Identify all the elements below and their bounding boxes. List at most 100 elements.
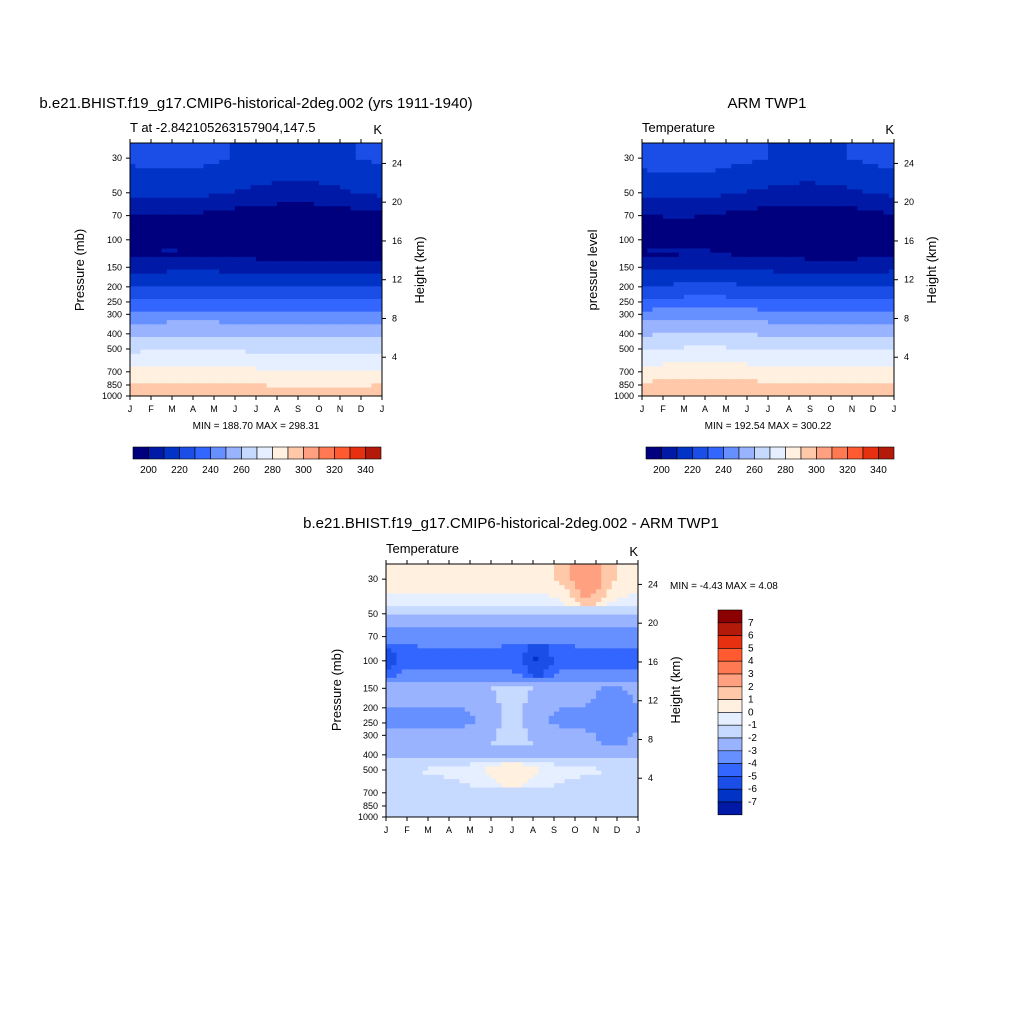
contour-cell (846, 172, 853, 178)
contour-cell (355, 244, 362, 250)
contour-cell (846, 143, 853, 148)
contour-cell (804, 294, 811, 300)
contour-cell (324, 362, 331, 368)
contour-cell (815, 248, 822, 254)
contour-cell (292, 366, 299, 372)
contour-cell (130, 303, 136, 309)
contour-cell (888, 223, 894, 228)
contour-cell (799, 252, 806, 258)
contour-cell (313, 176, 320, 182)
contour-cell (151, 210, 157, 216)
contour-cell (652, 269, 659, 275)
contour-cell (161, 387, 168, 393)
contour-cell (292, 324, 299, 330)
contour-cell (345, 227, 352, 233)
contour-cell (235, 277, 241, 283)
contour-cell (873, 143, 879, 148)
contour-cell (208, 366, 215, 372)
contour-cell (287, 332, 294, 338)
contour-cell (135, 294, 142, 300)
contour-cell (172, 366, 178, 372)
contour-cell (256, 235, 262, 241)
contour-cell (836, 286, 843, 292)
contour-cell (783, 214, 790, 220)
contour-cell (277, 197, 283, 203)
contour-cell (773, 290, 780, 296)
contour-cell (757, 143, 764, 148)
contour-cell (156, 290, 163, 296)
contour-cell (266, 387, 273, 393)
contour-cell (177, 202, 184, 207)
contour-cell (219, 197, 226, 203)
contour-cell (820, 269, 827, 275)
contour-cell (135, 269, 142, 275)
contour-cell (345, 345, 352, 351)
contour-cell (161, 180, 168, 186)
contour-cell (187, 277, 194, 283)
contour-cell (287, 391, 294, 396)
contour-cell (647, 210, 654, 216)
contour-cell (657, 248, 664, 254)
contour-cell (715, 269, 722, 275)
contour-cell (361, 345, 367, 351)
contour-cell (789, 176, 795, 182)
contour-cell (187, 202, 194, 207)
contour-cell (266, 227, 273, 233)
contour-cell (303, 320, 310, 325)
contour-cell (799, 299, 806, 304)
contour-cell (873, 303, 879, 309)
contour-cell (762, 256, 769, 262)
contour-cell (151, 269, 157, 275)
contour-cell (778, 210, 785, 216)
contour-cell (350, 387, 357, 393)
contour-cell (240, 282, 247, 287)
contour-cell (810, 172, 816, 178)
contour-cell (166, 214, 173, 220)
contour-cell (235, 282, 241, 287)
contour-cell (836, 176, 843, 182)
contour-cell (768, 214, 774, 220)
contour-cell (762, 218, 769, 224)
contour-cell (345, 383, 352, 389)
contour-cell (182, 252, 189, 258)
contour-cell (198, 227, 205, 233)
contour-cell (810, 143, 816, 148)
contour-cell (271, 282, 278, 287)
contour-cell (741, 155, 748, 161)
contour-cell (261, 147, 268, 153)
contour-cell (647, 248, 654, 254)
contour-cell (250, 370, 257, 376)
contour-cell (145, 303, 152, 309)
contour-cell (203, 252, 210, 258)
contour-cell (699, 223, 706, 228)
contour-cell (366, 214, 373, 220)
contour-cell (857, 311, 864, 317)
contour-cell (804, 206, 811, 212)
contour-cell (250, 248, 257, 254)
contour-cell (762, 143, 769, 148)
contour-cell (736, 202, 743, 207)
contour-cell (852, 256, 858, 262)
contour-cell (214, 261, 220, 266)
contour-cell (673, 168, 680, 174)
contour-cell (710, 311, 717, 317)
contour-cell (271, 324, 278, 330)
contour-cell (130, 273, 136, 279)
contour-cell (768, 235, 774, 241)
contour-cell (261, 180, 268, 186)
contour-cell (240, 168, 247, 174)
contour-cell (768, 218, 774, 224)
contour-cell (768, 193, 774, 199)
contour-cell (187, 239, 194, 245)
contour-cell (303, 282, 310, 287)
contour-cell (345, 282, 352, 287)
contour-cell (182, 341, 189, 346)
contour-cell (219, 366, 226, 372)
contour-cell (313, 147, 320, 153)
contour-cell (699, 248, 706, 254)
contour-cell (245, 294, 252, 300)
contour-cell (705, 180, 711, 186)
contour-cell (794, 252, 801, 258)
contour-cell (182, 265, 189, 271)
contour-cell (752, 299, 759, 304)
